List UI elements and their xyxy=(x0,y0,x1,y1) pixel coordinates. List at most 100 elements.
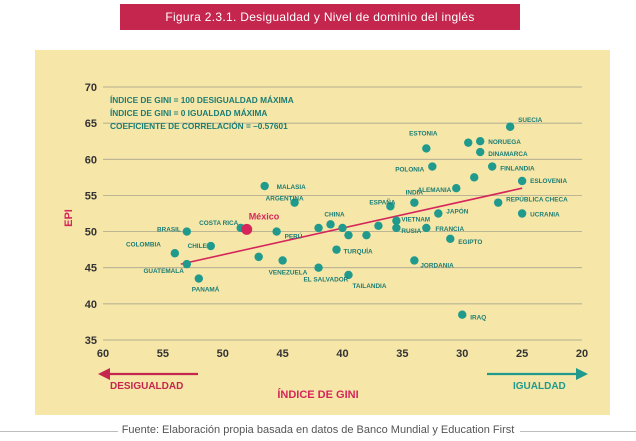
data-point xyxy=(241,223,253,235)
y-tick-label: 70 xyxy=(85,82,97,94)
annotation-block: ÍNDICE DE GINI = 100 DESIGUALDAD MÁXIMA Í… xyxy=(110,95,294,131)
point-label: ESTONIA xyxy=(409,130,438,137)
data-point xyxy=(314,263,323,272)
point-label: TURQUÍA xyxy=(344,247,373,256)
y-axis-label: EPI xyxy=(63,209,75,227)
data-point xyxy=(290,198,299,207)
data-point xyxy=(182,259,192,269)
data-point xyxy=(392,216,401,225)
data-point xyxy=(410,198,419,207)
direction-arrows: DESIGUALDAD IGUALDAD xyxy=(98,368,588,392)
point-label: SUECIA xyxy=(518,117,543,124)
data-point xyxy=(362,230,371,240)
y-tick-label: 50 xyxy=(85,227,97,239)
point-label: ARGENTINA xyxy=(266,196,304,203)
data-point xyxy=(410,256,419,265)
left-direction-label: DESIGUALDAD xyxy=(110,381,183,392)
point-label: UCRANIA xyxy=(530,212,560,219)
y-tick-label: 35 xyxy=(85,335,97,347)
x-axis-label: ÍNDICE DE GINI xyxy=(277,388,358,401)
point-label: GUATEMALA xyxy=(143,268,184,275)
point-label: VIETNAM xyxy=(401,217,430,224)
point-label: EL SALVADOR xyxy=(304,277,349,284)
y-tick-label: 65 xyxy=(85,118,97,130)
data-point xyxy=(182,227,192,236)
x-tick-label: 50 xyxy=(217,348,229,360)
axis-ticks: 35 40 45 50 55 60 65 70 60 55 50 45 40 35 30 25 20 xyxy=(85,82,588,360)
data-point xyxy=(452,184,461,193)
source-note: Fuente: Elaboración propia basada en dat… xyxy=(121,424,515,436)
data-point xyxy=(476,147,485,157)
x-tick-label: 30 xyxy=(456,348,468,360)
data-point xyxy=(458,310,467,319)
point-label: POLONIA xyxy=(395,167,424,174)
data-point xyxy=(422,144,431,153)
point-label: EGIPTO xyxy=(458,239,482,246)
trend-line-path xyxy=(180,187,523,265)
data-point xyxy=(344,270,353,280)
point-label: CHILE xyxy=(188,243,208,250)
data-point xyxy=(487,162,497,171)
data-point xyxy=(206,241,215,251)
data-point xyxy=(386,202,395,211)
data-point xyxy=(470,173,479,182)
y-tick-label: 40 xyxy=(85,299,97,311)
point-label: VENEZUELA xyxy=(269,269,308,276)
point-label: COSTA RICA xyxy=(199,220,238,227)
point-label: RUSIA xyxy=(401,228,421,235)
point-label: PERÚ xyxy=(285,232,303,241)
point-label: FRANCIA xyxy=(435,226,464,233)
x-tick-label: 40 xyxy=(336,348,348,360)
point-label: ALEMANIA xyxy=(418,187,452,194)
x-tick-label: 45 xyxy=(277,348,289,360)
source-rule-right xyxy=(520,431,636,432)
data-point xyxy=(278,256,287,265)
x-tick-label: 25 xyxy=(516,348,528,360)
trend-line xyxy=(180,187,523,265)
point-label: CHINA xyxy=(324,211,345,218)
data-point xyxy=(272,227,281,236)
data-point xyxy=(493,198,503,207)
data-point xyxy=(392,223,401,233)
x-tick-label: 20 xyxy=(576,348,588,360)
data-point xyxy=(422,223,431,233)
axis-labels: ÍNDICE DE GINI EPI xyxy=(63,209,359,401)
annotation-line: ÍNDICE DE GINI = 0 IGUALDAD MÁXIMA xyxy=(110,108,267,118)
point-label: México xyxy=(249,211,280,221)
x-tick-label: 35 xyxy=(396,348,408,360)
point-label: REPÚBLICA CHECA xyxy=(506,195,568,204)
point-label: INDIA xyxy=(406,190,424,197)
y-tick-label: 60 xyxy=(85,154,97,166)
data-point xyxy=(170,249,180,258)
data-point xyxy=(374,221,383,230)
annotation-line: ÍNDICE DE GINI = 100 DESIGUALDAD MÁXIMA xyxy=(110,95,294,105)
point-label: JAPÓN xyxy=(446,207,468,216)
data-point xyxy=(464,138,473,147)
data-point xyxy=(260,181,269,191)
source-rule-left xyxy=(0,431,118,432)
point-label: COLOMBIA xyxy=(126,241,161,248)
data-point xyxy=(505,122,515,131)
data-point xyxy=(517,209,527,218)
data-point xyxy=(428,162,437,171)
point-label: TAILANDIA xyxy=(352,283,386,290)
data-point xyxy=(344,230,353,240)
point-label: BRASIL xyxy=(157,227,181,234)
left-arrow-head xyxy=(98,368,110,380)
data-points xyxy=(170,122,527,319)
data-point xyxy=(446,234,455,243)
x-tick-label: 60 xyxy=(97,348,109,360)
point-labels: SUECIA NORUEGA DINAMARCA ESTONIA FINLANDIA PO… xyxy=(126,117,568,322)
point-label: ESPAÑA xyxy=(369,197,396,206)
right-arrow-head xyxy=(576,368,588,380)
x-tick-label: 55 xyxy=(157,348,169,360)
y-tick-label: 55 xyxy=(85,190,97,202)
point-label: ESLOVENIA xyxy=(530,178,567,185)
data-point xyxy=(476,137,485,146)
point-label: PANAMÁ xyxy=(192,285,220,294)
data-point xyxy=(338,223,347,233)
point-label: MALASIA xyxy=(277,184,306,191)
data-point xyxy=(517,176,527,186)
data-point xyxy=(194,274,203,283)
figure-title: Figura 2.3.1. Desigualdad y Nivel de dom… xyxy=(120,4,520,30)
